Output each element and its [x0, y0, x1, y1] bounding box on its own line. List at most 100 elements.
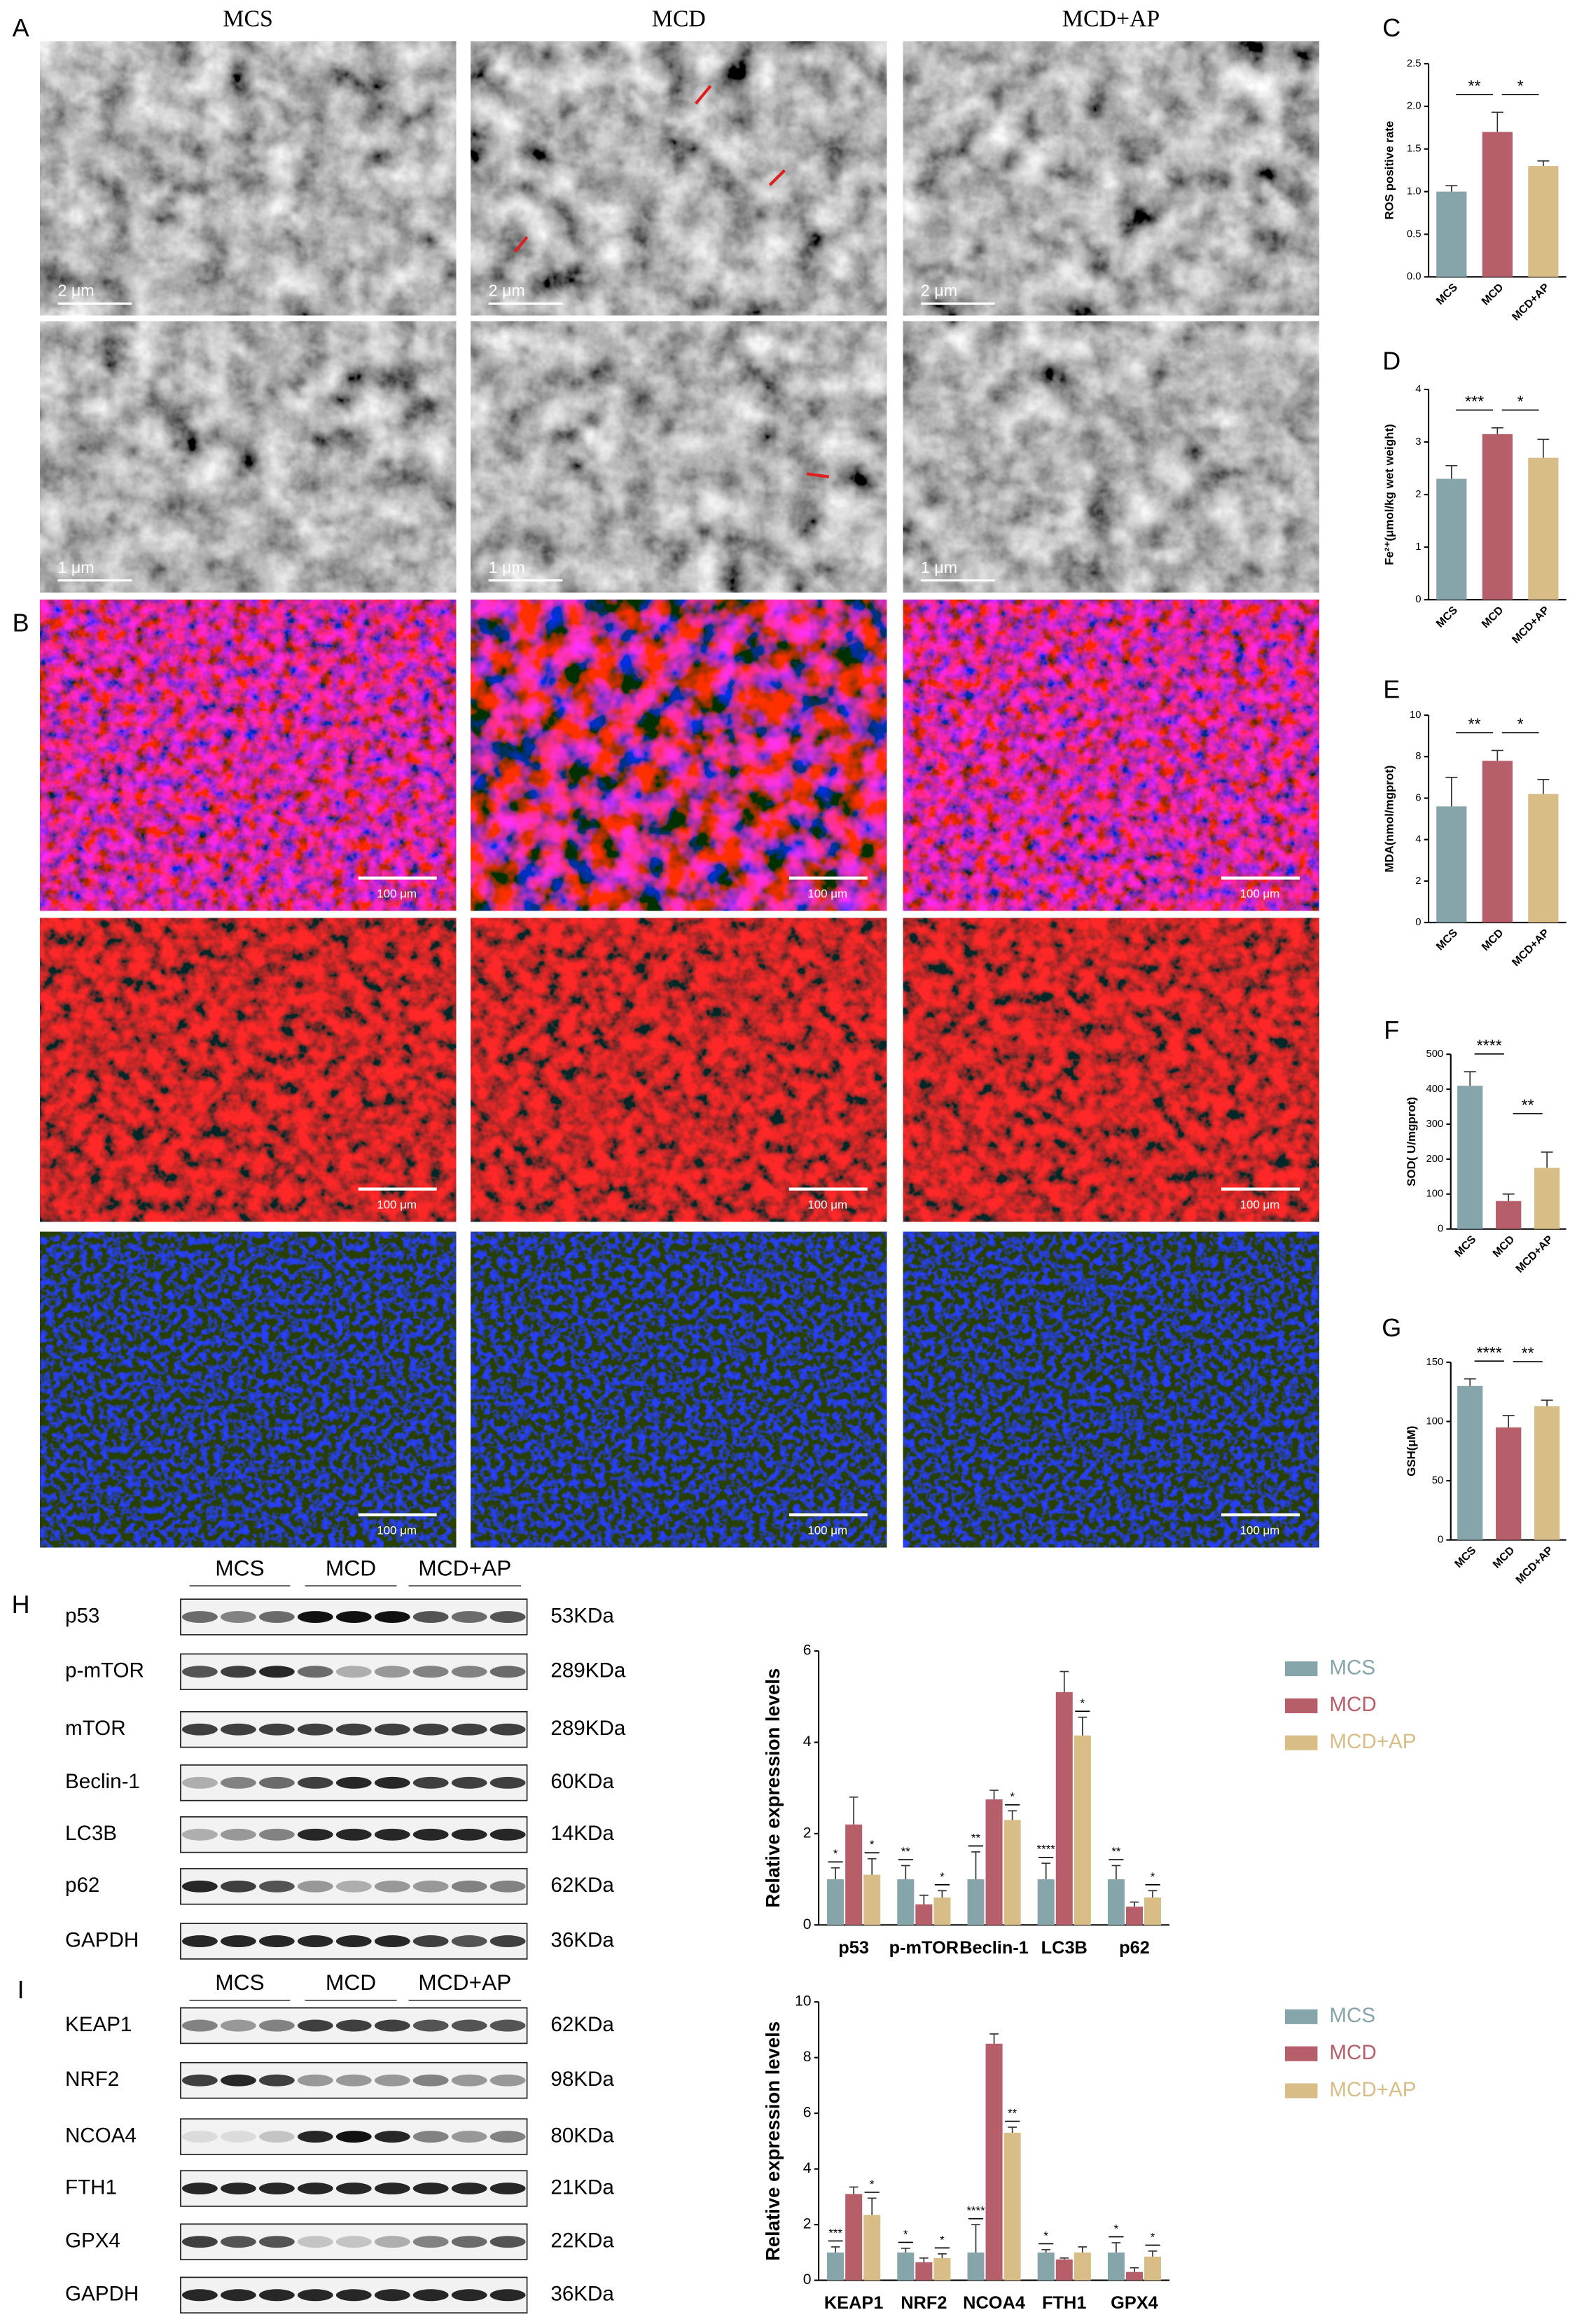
panel-label: B [13, 609, 29, 637]
blot-band [182, 2131, 218, 2143]
legend-swatch [1284, 2046, 1318, 2061]
bar [1125, 2271, 1143, 2281]
blot-band [220, 1723, 256, 1736]
blot-band [412, 2236, 449, 2248]
significance-label: ** [901, 1845, 911, 1858]
blot-band [335, 2019, 372, 2032]
blot-band [374, 1611, 410, 1623]
bar [1055, 1692, 1073, 1925]
tem-image [40, 41, 457, 316]
scale-bar-label: 100 μm [377, 1523, 417, 1537]
y-tick-label: 8 [803, 2049, 812, 2065]
x-tick-label: MCD+AP [1510, 281, 1552, 323]
size-label: 62KDa [550, 1874, 614, 1897]
size-label: 14KDa [550, 1822, 614, 1845]
panel-label: E [1383, 675, 1400, 704]
protein-label: GPX4 [65, 2229, 120, 2252]
size-label: 62KDa [550, 2013, 614, 2036]
blot-band [412, 2019, 449, 2032]
bar [863, 1874, 881, 1925]
protein-label: FTH1 [65, 2176, 117, 2199]
bar [845, 1824, 863, 1925]
bar [827, 1879, 845, 1925]
y-tick-label: 6 [1415, 792, 1421, 803]
blot-band [374, 2183, 410, 2194]
bar [1482, 761, 1513, 923]
y-tick-label: 300 [1426, 1119, 1443, 1130]
blot-band [297, 1828, 333, 1841]
y-tick-label: 50 [1432, 1475, 1443, 1486]
significance-label: *** [828, 2226, 842, 2239]
scale-bar-label: 100 μm [807, 1198, 847, 1211]
scale-bar-label: 1 μm [921, 558, 957, 576]
bar [933, 1897, 951, 1925]
bar [1496, 1201, 1522, 1229]
blot-band [182, 1880, 218, 1893]
bar [897, 1879, 915, 1925]
column-label: MCD+AP [1062, 6, 1160, 32]
blot-band [489, 1723, 526, 1736]
blot-band [220, 2131, 256, 2143]
bar [1074, 2252, 1091, 2281]
blot-band [220, 2019, 256, 2032]
x-tick-label: MCD+AP [1510, 604, 1552, 646]
x-tick-label: MCD+AP [1514, 1544, 1556, 1586]
bar [985, 1799, 1003, 1925]
bar [1037, 1879, 1055, 1925]
size-label: 53KDa [550, 1604, 614, 1627]
y-tick-label: 1.5 [1407, 144, 1422, 155]
bar [897, 2252, 915, 2281]
bar [1107, 1879, 1125, 1925]
y-tick-label: 0 [803, 2271, 812, 2288]
blot-band [451, 2131, 487, 2143]
x-tick-label: KEAP1 [824, 2293, 884, 2313]
legend-swatch [1284, 2083, 1318, 2098]
blot-band [451, 1666, 487, 1678]
y-tick-label: 0 [1438, 1535, 1443, 1546]
y-tick-label: 10 [1410, 710, 1421, 721]
significance-label: **** [1477, 1036, 1502, 1054]
blot-band [297, 1935, 333, 1947]
blot-band [451, 2236, 487, 2248]
significance-label: **** [1037, 1843, 1056, 1856]
bar [863, 2215, 881, 2281]
blot-band [489, 1828, 526, 1841]
blot-band [451, 2183, 487, 2194]
blot-band [451, 1880, 487, 1893]
x-tick-label: NCOA4 [963, 2293, 1025, 2313]
blot-band [374, 2019, 410, 2032]
x-tick-label: MCS [1452, 1233, 1478, 1259]
significance-label: **** [966, 2204, 985, 2218]
significance-label: * [1151, 2230, 1155, 2243]
scale-bar-label: 100 μm [1240, 1198, 1280, 1211]
y-tick-label: 10 [795, 1993, 812, 2010]
blot-band [374, 1880, 410, 1893]
x-tick-label: FTH1 [1042, 2293, 1086, 2313]
significance-label: *** [1465, 392, 1484, 410]
scale-bar-label: 100 μm [1240, 887, 1280, 900]
legend-swatch [1284, 1735, 1318, 1750]
blot-band [335, 2183, 372, 2194]
bar [1436, 478, 1467, 600]
legend-swatch [1284, 1698, 1318, 1713]
significance-label: * [833, 1847, 838, 1860]
y-tick-label: 1.0 [1407, 186, 1422, 197]
significance-label: ** [1468, 715, 1481, 733]
blot-band [258, 1723, 295, 1736]
significance-label: * [870, 2178, 875, 2191]
significance-label: ** [1008, 2106, 1017, 2119]
bar [1482, 434, 1513, 600]
x-tick-label: Beclin-1 [959, 1938, 1029, 1958]
blot-band [297, 1776, 333, 1789]
x-tick-label: MCS [1434, 282, 1460, 307]
significance-label: * [870, 1838, 875, 1851]
size-label: 60KDa [550, 1770, 614, 1793]
blot-band [258, 2236, 295, 2248]
significance-label: ** [1468, 77, 1481, 95]
y-axis-title: Relative expression levels [762, 2021, 784, 2261]
protein-label: LC3B [65, 1822, 117, 1845]
blot-band [374, 2289, 410, 2302]
blot-band [374, 1776, 410, 1789]
significance-label: * [1043, 2229, 1048, 2242]
